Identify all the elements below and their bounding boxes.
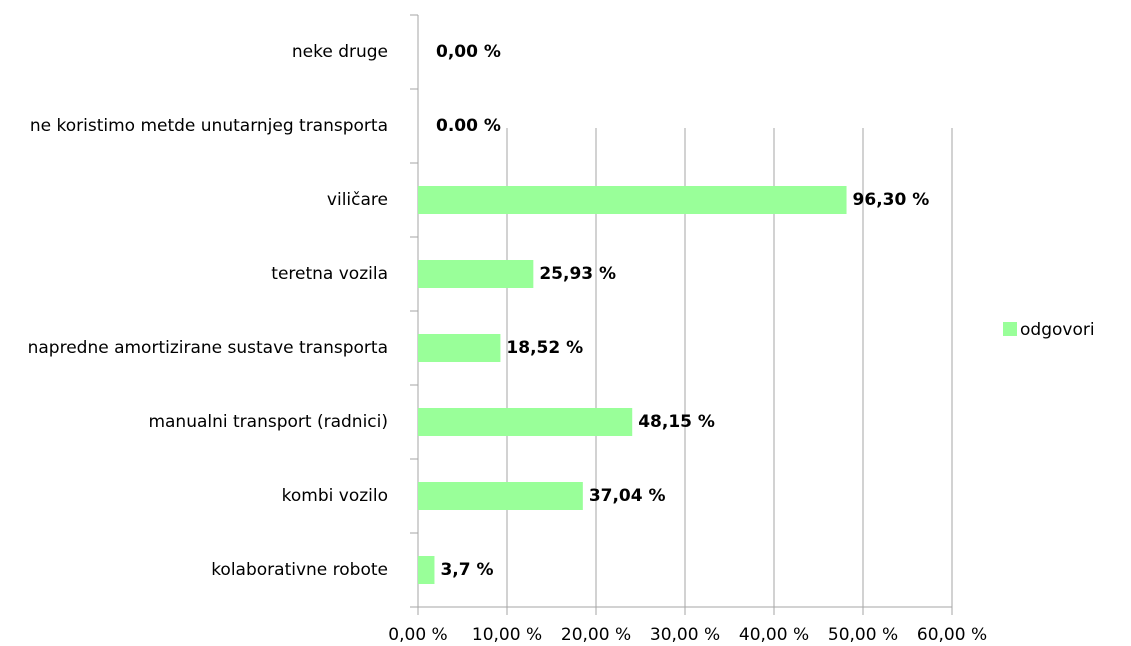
bar [418,186,847,214]
bar [418,408,633,436]
x-tick-label: 20,00 % [561,625,631,645]
bar [418,556,435,584]
x-tick-label: 0,00 % [388,625,447,645]
value-label: 37,04 % [589,486,666,506]
x-tick-label: 10,00 % [472,625,542,645]
legend-label: odgovori [1020,320,1095,340]
y-tick-label: manualni transport (radnici) [148,412,388,432]
x-tick-label: 50,00 % [828,625,898,645]
y-tick-label: viličare [327,190,388,210]
y-tick-label: teretna vozila [271,264,388,284]
bar [418,334,501,362]
y-tick-label: kolaborativne robote [211,560,388,580]
bar [418,260,534,288]
x-tick-label: 30,00 % [650,625,720,645]
value-label: 48,15 % [638,412,715,432]
value-label: 96,30 % [853,190,930,210]
y-tick-label: napredne amortizirane sustave transporta [28,338,388,358]
value-label: 0.00 % [436,116,501,136]
x-tick-label: 40,00 % [739,625,809,645]
y-tick-label: neke druge [292,42,388,62]
y-tick-label: kombi vozilo [282,486,388,506]
value-label: 0,00 % [436,42,501,62]
value-label: 3,7 % [440,560,493,580]
bar [418,482,583,510]
value-label: 25,93 % [539,264,616,284]
value-label: 18,52 % [506,338,583,358]
legend-swatch [1003,322,1017,336]
x-tick-label: 60,00 % [917,625,987,645]
y-tick-label: ne koristimo metde unutarnjeg transporta [30,116,388,136]
